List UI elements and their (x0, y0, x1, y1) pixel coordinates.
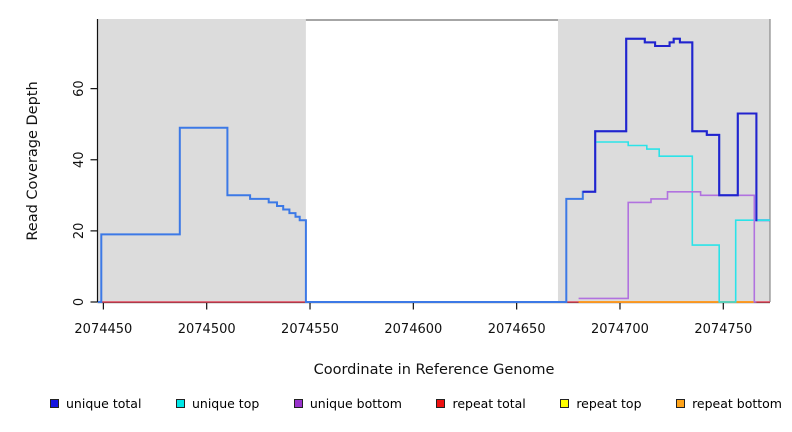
legend-item-unique-top: unique top (175, 396, 260, 411)
y-tick-label: 20 (72, 223, 87, 240)
coverage-chart: 2074450 2074500 2074550 2074600 2074650 20747… (25, 19, 771, 378)
legend-swatch-icon (436, 399, 446, 408)
series-unique-top (595, 141, 770, 303)
legend-label: unique bottom (309, 396, 402, 411)
x-tick-label: 2074700 (591, 322, 649, 337)
legend-label: unique top (191, 396, 260, 411)
y-tick-label: 40 (72, 151, 87, 168)
x-tick-label: 2074650 (488, 322, 546, 337)
legend-item-unique-bottom: unique bottom (293, 396, 402, 411)
x-tick-label: 2074600 (384, 322, 442, 337)
y-tick-label: 60 (72, 80, 87, 97)
series-unique-total (582, 37, 758, 222)
x-tick-label: 2074450 (74, 322, 132, 337)
legend-label: repeat top (576, 396, 642, 411)
y-tick-label: 0 (72, 298, 87, 306)
legend-item-unique-total: unique total (50, 396, 141, 411)
legend-swatch-icon (560, 399, 570, 408)
legend-item-repeat-bottom: repeat bottom (676, 396, 782, 411)
x-tick-label: 2074550 (281, 322, 339, 337)
series-unique-bottom (578, 191, 757, 303)
right-gray-block (557, 19, 770, 302)
legend-label: repeat total (452, 396, 526, 411)
x-tick-label: 2074500 (178, 322, 236, 337)
legend-swatch-icon (676, 399, 686, 408)
legend-label: repeat bottom (692, 396, 782, 411)
x-tick-label: 2074750 (694, 322, 752, 337)
left-gray-block (98, 19, 306, 302)
x-axis-title: Coordinate in Reference Genome (314, 362, 555, 378)
legend-swatch-icon (50, 399, 59, 408)
legend-item-repeat-top: repeat top (560, 396, 642, 411)
legend-swatch-icon (293, 399, 303, 408)
legend-item-repeat-total: repeat total (436, 396, 526, 411)
chart-layers: 2074450 2074500 2074550 2074600 2074650 20747… (72, 19, 771, 337)
legend-swatch-icon (175, 399, 185, 408)
legend: unique total unique top unique bottom repea… (0, 396, 792, 411)
y-axis-title: Read Coverage Depth (25, 81, 41, 240)
legend-label: unique total (66, 396, 142, 411)
